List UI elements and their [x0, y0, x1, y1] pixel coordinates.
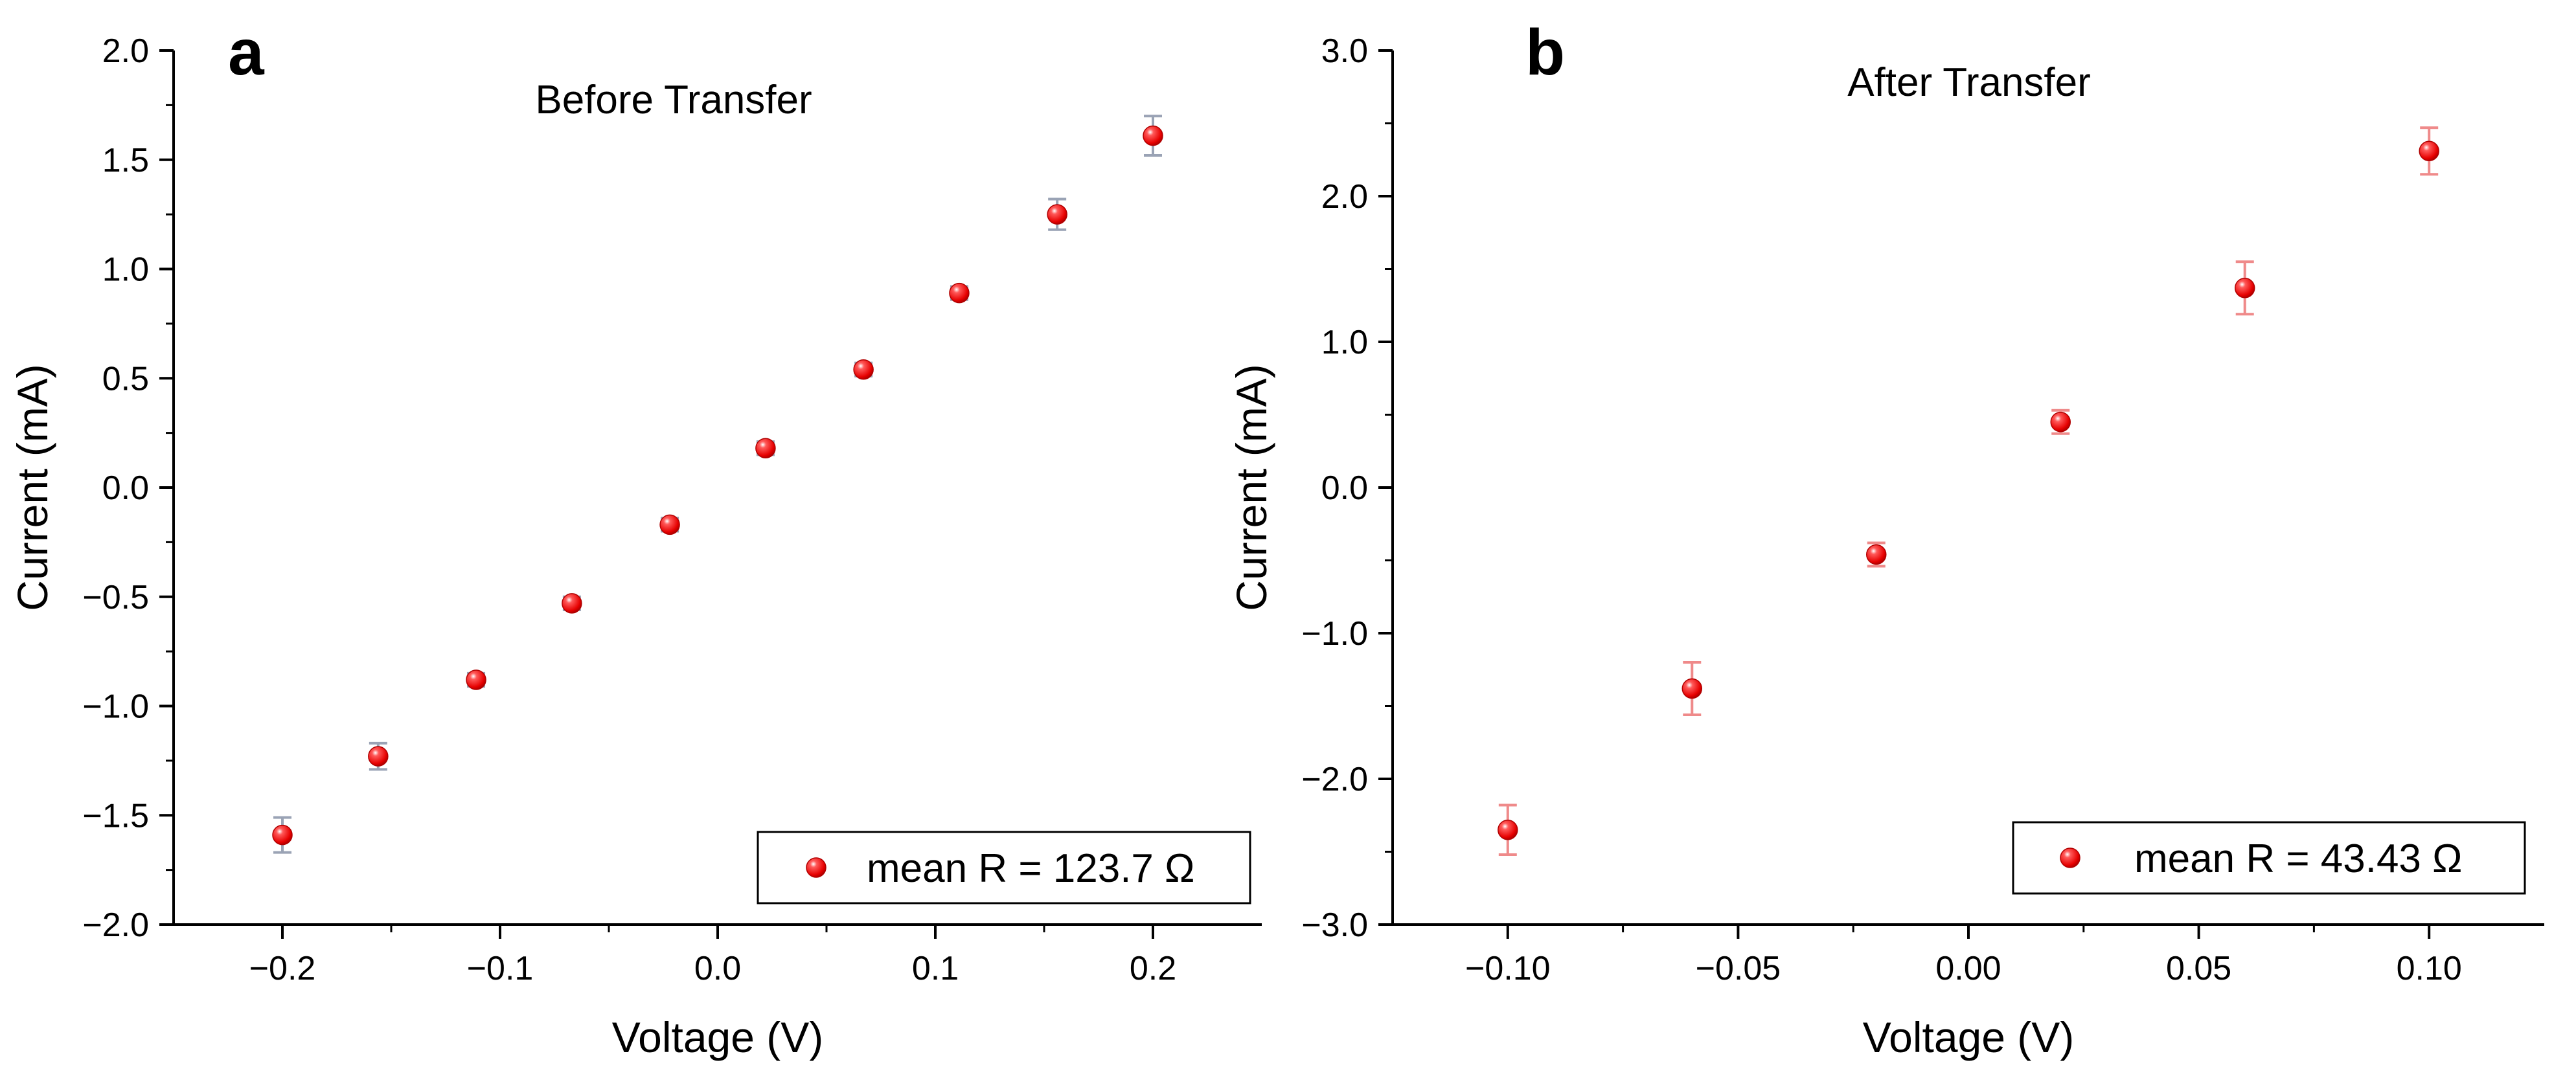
data-point [272, 824, 293, 846]
legend-label: mean R = 123.7 Ω [867, 846, 1194, 891]
y-tick-label: −3.0 [1301, 906, 1368, 944]
chart-title: After Transfer [1847, 60, 2091, 105]
x-tick-label: 0.05 [2166, 950, 2231, 987]
y-tick-label: −2.0 [82, 906, 149, 944]
y-tick-label: −1.0 [82, 688, 149, 726]
legend-label: mean R = 43.43 Ω [2134, 837, 2462, 881]
x-tick-label: 0.00 [1935, 950, 2001, 987]
legend-box [2012, 821, 2526, 895]
x-tick-label: −0.1 [467, 950, 534, 987]
y-tick-label: 0.0 [102, 469, 149, 507]
y-axis-label: Current (mA) [1227, 364, 1275, 611]
x-tick-label: 0.1 [912, 950, 959, 987]
chart-panel-a: −2.0 −1.5 −1.0 −0.5 0.0 0.5 1.0 1.5 2.0 −0.2 −0.1 0… [8, 16, 1262, 1061]
data-point [1143, 125, 1163, 146]
y-tick-label: −2.0 [1301, 761, 1368, 798]
data-point [368, 746, 389, 767]
chart-panel-b: −3.0 −2.0 −1.0 0.0 1.0 2.0 3.0 −0.10 −0.05 0.00 0.… [1227, 16, 2544, 1061]
y-tick-label: 1.5 [102, 142, 149, 179]
data-point [1498, 820, 1518, 840]
y-tick-label: 2.0 [1321, 178, 1368, 216]
y-tick-label: 1.0 [102, 251, 149, 289]
x-tick-label: −0.2 [249, 950, 316, 987]
panel-label: b [1525, 16, 1565, 89]
data-point [2050, 412, 2071, 432]
data-point [2419, 140, 2439, 161]
y-tick-label: 3.0 [1321, 32, 1368, 70]
data-point [562, 593, 582, 614]
y-tick-label: −0.5 [82, 579, 149, 616]
data-point [659, 514, 680, 535]
y-tick-label: −1.0 [1301, 615, 1368, 653]
legend-marker [806, 857, 826, 878]
x-tick-label: 0.2 [1130, 950, 1176, 987]
x-tick-label: −0.05 [1696, 950, 1781, 987]
data-point [853, 359, 874, 380]
data-point [1681, 678, 1703, 699]
data-point [1047, 204, 1067, 225]
y-tick-label: −1.5 [82, 797, 149, 835]
y-tick-label: 1.0 [1321, 324, 1368, 361]
y-tick-label: 2.0 [102, 32, 149, 70]
data-point [949, 282, 970, 304]
data-point [2234, 278, 2255, 298]
y-tick-label: 0.0 [1321, 469, 1368, 507]
x-axis-label: Voltage (V) [612, 1013, 824, 1061]
legend-box [757, 831, 1251, 904]
legend-marker [2060, 848, 2080, 868]
panel-label: a [228, 16, 265, 89]
y-axis-label: Current (mA) [8, 364, 56, 611]
data-point [755, 438, 776, 458]
data-point [466, 669, 486, 690]
x-tick-label: 0.10 [2397, 950, 2462, 987]
x-axis-label: Voltage (V) [1863, 1013, 2075, 1061]
y-tick-label: 0.5 [102, 360, 149, 398]
x-tick-label: −0.10 [1465, 950, 1551, 987]
data-point [1866, 544, 1887, 565]
x-tick-label: 0.0 [694, 950, 741, 987]
chart-title: Before Transfer [535, 78, 812, 122]
